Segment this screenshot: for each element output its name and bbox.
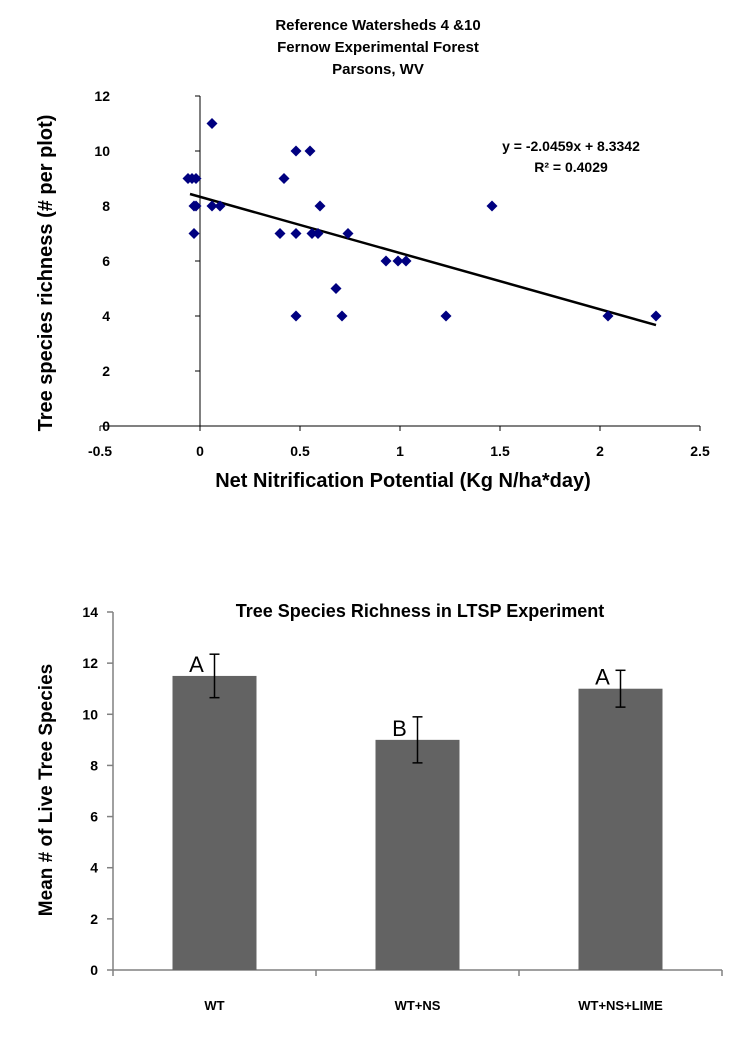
scatter-point [274, 228, 286, 239]
scatter-point [290, 145, 302, 157]
scatter-point [190, 200, 202, 212]
scatter-x-tick-label: 1.5 [490, 443, 510, 459]
scatter-point [188, 228, 200, 239]
scatter-point [278, 173, 290, 184]
scatter-point [336, 310, 348, 322]
bar-y-axis-label: Mean # of Live Tree Species [36, 664, 57, 916]
significance-letter: A [189, 652, 204, 677]
bar [578, 688, 663, 970]
scatter-point [314, 200, 326, 212]
scatter-x-tick-label: 1 [396, 443, 404, 459]
bar-y-tick-label: 14 [82, 604, 98, 620]
scatter-title-line-1: Reference Watersheds 4 &10 [275, 17, 480, 34]
trendline-equation: y = -2.0459x + 8.3342 [502, 138, 640, 154]
scatter-point [650, 310, 662, 322]
scatter-title-line-3: Parsons, WV [332, 61, 424, 78]
scatter-point [190, 173, 202, 184]
significance-letter: B [392, 716, 407, 741]
significance-letter: A [595, 665, 610, 690]
scatter-x-tick-label: -0.5 [88, 443, 112, 459]
scatter-y-axis-label: Tree species richness (# per plot) [35, 115, 57, 432]
scatter-y-tick-label: 12 [94, 88, 110, 104]
scatter-point [206, 200, 218, 212]
scatter-y-tick-label: 0 [102, 418, 110, 434]
scatter-x-tick-label: 2.5 [690, 443, 710, 459]
scatter-point [290, 228, 302, 239]
bar-y-tick-label: 12 [82, 655, 98, 671]
scatter-x-tick-label: 0.5 [290, 443, 310, 459]
scatter-y-tick-label: 10 [94, 143, 110, 159]
scatter-x-tick-label: 0 [196, 443, 204, 459]
bar-y-tick-label: 6 [90, 809, 98, 825]
scatter-title-line-2: Fernow Experimental Forest [277, 39, 479, 56]
bar-y-tick-label: 10 [82, 706, 98, 722]
bar-y-tick-label: 8 [90, 757, 98, 773]
scatter-y-tick-label: 8 [102, 198, 110, 214]
scatter-point [380, 255, 392, 267]
bar-category-label: WT+NS [395, 998, 441, 1013]
scatter-point [440, 310, 452, 322]
scatter-point [214, 200, 226, 212]
bar [375, 739, 460, 970]
bar [172, 675, 257, 970]
scatter-y-tick-label: 2 [102, 363, 110, 379]
bar-category-label: WT [204, 998, 224, 1013]
scatter-point [312, 228, 324, 239]
scatter-points [182, 118, 662, 322]
bar-tick-labels: 0 2 4 6 8 10 12 14 WT WT+NS WT+NS+LIME [82, 604, 663, 1013]
scatter-point [602, 310, 614, 322]
scatter-point [304, 145, 316, 157]
scatter-point [290, 310, 302, 322]
trendline-r-squared: R² = 0.4029 [534, 159, 608, 175]
scatter-point [392, 255, 404, 267]
scatter-point [486, 200, 498, 212]
bar-axes [107, 611, 723, 976]
scatter-point [206, 118, 218, 129]
scatter-point [306, 228, 318, 239]
scatter-y-tick-label: 6 [102, 253, 110, 269]
scatter-point [342, 228, 354, 239]
bar-y-tick-label: 2 [90, 911, 98, 927]
bar-y-tick-label: 0 [90, 962, 98, 978]
bar-chart-title: Tree Species Richness in LTSP Experiment [236, 601, 604, 621]
bar-series: A B A [172, 652, 663, 970]
trendline [189, 192, 657, 327]
scatter-point [400, 255, 412, 267]
scatter-trendline-group [189, 192, 657, 327]
scatter-tick-labels: -0.5 0 0.5 1 1.5 2 2.5 0 2 4 6 8 10 12 [88, 88, 710, 459]
scatter-x-axis-label: Net Nitrification Potential (Kg N/ha*day… [215, 470, 591, 492]
scatter-x-tick-label: 2 [596, 443, 604, 459]
scatter-chart: Reference Watersheds 4 &10 Fernow Experi… [35, 17, 710, 492]
scatter-y-tick-label: 4 [102, 308, 110, 324]
bar-category-label: WT+NS+LIME [578, 998, 663, 1013]
scatter-point [330, 283, 342, 294]
bar-y-tick-label: 4 [90, 860, 98, 876]
